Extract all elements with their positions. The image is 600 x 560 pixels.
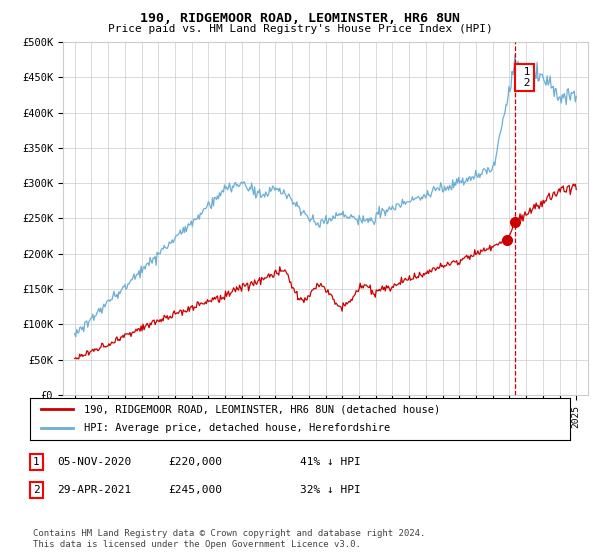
Text: 1
 2: 1 2 (517, 67, 531, 88)
Text: 29-APR-2021: 29-APR-2021 (57, 485, 131, 495)
Text: £245,000: £245,000 (168, 485, 222, 495)
Text: 32% ↓ HPI: 32% ↓ HPI (300, 485, 361, 495)
Text: 1: 1 (33, 457, 40, 467)
Text: 05-NOV-2020: 05-NOV-2020 (57, 457, 131, 467)
Text: 190, RIDGEMOOR ROAD, LEOMINSTER, HR6 8UN (detached house): 190, RIDGEMOOR ROAD, LEOMINSTER, HR6 8UN… (84, 404, 440, 414)
Text: Price paid vs. HM Land Registry's House Price Index (HPI): Price paid vs. HM Land Registry's House … (107, 24, 493, 34)
Text: Contains HM Land Registry data © Crown copyright and database right 2024.
This d: Contains HM Land Registry data © Crown c… (33, 529, 425, 549)
Text: £220,000: £220,000 (168, 457, 222, 467)
Text: 41% ↓ HPI: 41% ↓ HPI (300, 457, 361, 467)
Text: 2: 2 (33, 485, 40, 495)
Text: HPI: Average price, detached house, Herefordshire: HPI: Average price, detached house, Here… (84, 423, 390, 433)
Text: 190, RIDGEMOOR ROAD, LEOMINSTER, HR6 8UN: 190, RIDGEMOOR ROAD, LEOMINSTER, HR6 8UN (140, 12, 460, 25)
